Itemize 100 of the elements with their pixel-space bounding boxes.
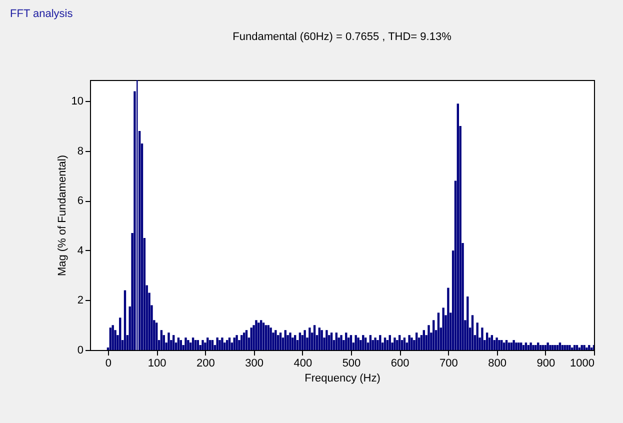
y-tick-label: 0 [77, 344, 84, 356]
x-tick-label: 600 [390, 358, 410, 370]
bar [490, 335, 494, 350]
bar [124, 290, 126, 350]
x-tick-label: 900 [536, 358, 556, 370]
x-tick-label: 500 [342, 358, 361, 370]
bar [298, 332, 302, 350]
bar [496, 338, 498, 350]
bar [267, 325, 270, 350]
bar [564, 345, 566, 350]
bar [362, 335, 364, 350]
bar [216, 338, 218, 350]
bar [539, 345, 542, 350]
bar [260, 320, 262, 350]
bar [403, 338, 406, 350]
bar [264, 325, 268, 350]
bar [558, 342, 562, 350]
bar [284, 330, 286, 350]
bar [326, 330, 328, 350]
bar [262, 322, 265, 350]
bar [255, 320, 258, 350]
bar [552, 345, 554, 350]
x-tick-label: 800 [488, 358, 506, 370]
bar [481, 328, 484, 350]
bar [274, 330, 277, 350]
bar [242, 332, 246, 350]
bar [206, 338, 209, 350]
bar [546, 342, 549, 350]
bar [160, 330, 163, 350]
bar [119, 318, 122, 350]
bar [408, 335, 410, 350]
bar [357, 338, 360, 350]
bar [466, 296, 469, 350]
bar [502, 342, 506, 350]
bar [208, 340, 212, 350]
y-tick-label: 4 [77, 244, 84, 257]
bar [428, 325, 430, 350]
bar [245, 330, 248, 350]
bar [345, 332, 348, 350]
x-tick-label: 100 [148, 358, 166, 370]
bar [530, 342, 532, 350]
bar [534, 345, 537, 350]
bar [236, 335, 238, 350]
y-axis-title: Mag (% of Fundamental) [56, 154, 68, 276]
bar [542, 345, 544, 350]
y-tick-label: 2 [77, 294, 84, 307]
bar [508, 342, 510, 350]
bar [194, 340, 197, 350]
bar [250, 328, 252, 350]
bar [447, 288, 450, 350]
bar [308, 328, 311, 350]
bar [505, 340, 508, 350]
bar [374, 338, 376, 350]
bar [228, 338, 231, 350]
bar [515, 342, 518, 350]
bar [544, 345, 546, 350]
bar [330, 332, 333, 350]
bar [304, 330, 306, 350]
x-tick-label: 400 [294, 358, 312, 370]
bar [432, 320, 435, 350]
bar [369, 335, 372, 350]
bar [556, 345, 559, 350]
bar [318, 328, 320, 350]
bar [270, 328, 272, 350]
bar [476, 322, 478, 350]
bar [202, 340, 204, 350]
y-tick-label: 8 [77, 145, 84, 158]
x-tick-label: 300 [245, 358, 264, 370]
bar [340, 335, 342, 350]
bar [583, 345, 586, 350]
bar [442, 308, 444, 350]
bar [155, 322, 158, 350]
bar [384, 338, 386, 350]
bar [335, 332, 338, 350]
bar [187, 340, 190, 350]
bar [510, 342, 512, 350]
bar [196, 340, 199, 350]
bar [568, 345, 571, 350]
bar [520, 342, 522, 350]
bar [354, 335, 357, 350]
bar [294, 335, 296, 350]
bar [573, 345, 576, 350]
bar [566, 345, 568, 350]
bar [168, 332, 170, 350]
bar [580, 345, 583, 350]
bar [437, 312, 440, 350]
bar [471, 315, 474, 350]
bar [486, 332, 488, 350]
bar [109, 328, 112, 350]
bar [416, 332, 418, 350]
x-tick-label: 0 [105, 358, 112, 370]
bar [279, 332, 282, 350]
bar [522, 345, 525, 350]
bar [240, 335, 243, 350]
bar [518, 342, 520, 350]
bar [233, 338, 236, 350]
bar [532, 345, 534, 350]
bar [364, 338, 367, 350]
bar [313, 325, 316, 350]
bar [422, 330, 425, 350]
